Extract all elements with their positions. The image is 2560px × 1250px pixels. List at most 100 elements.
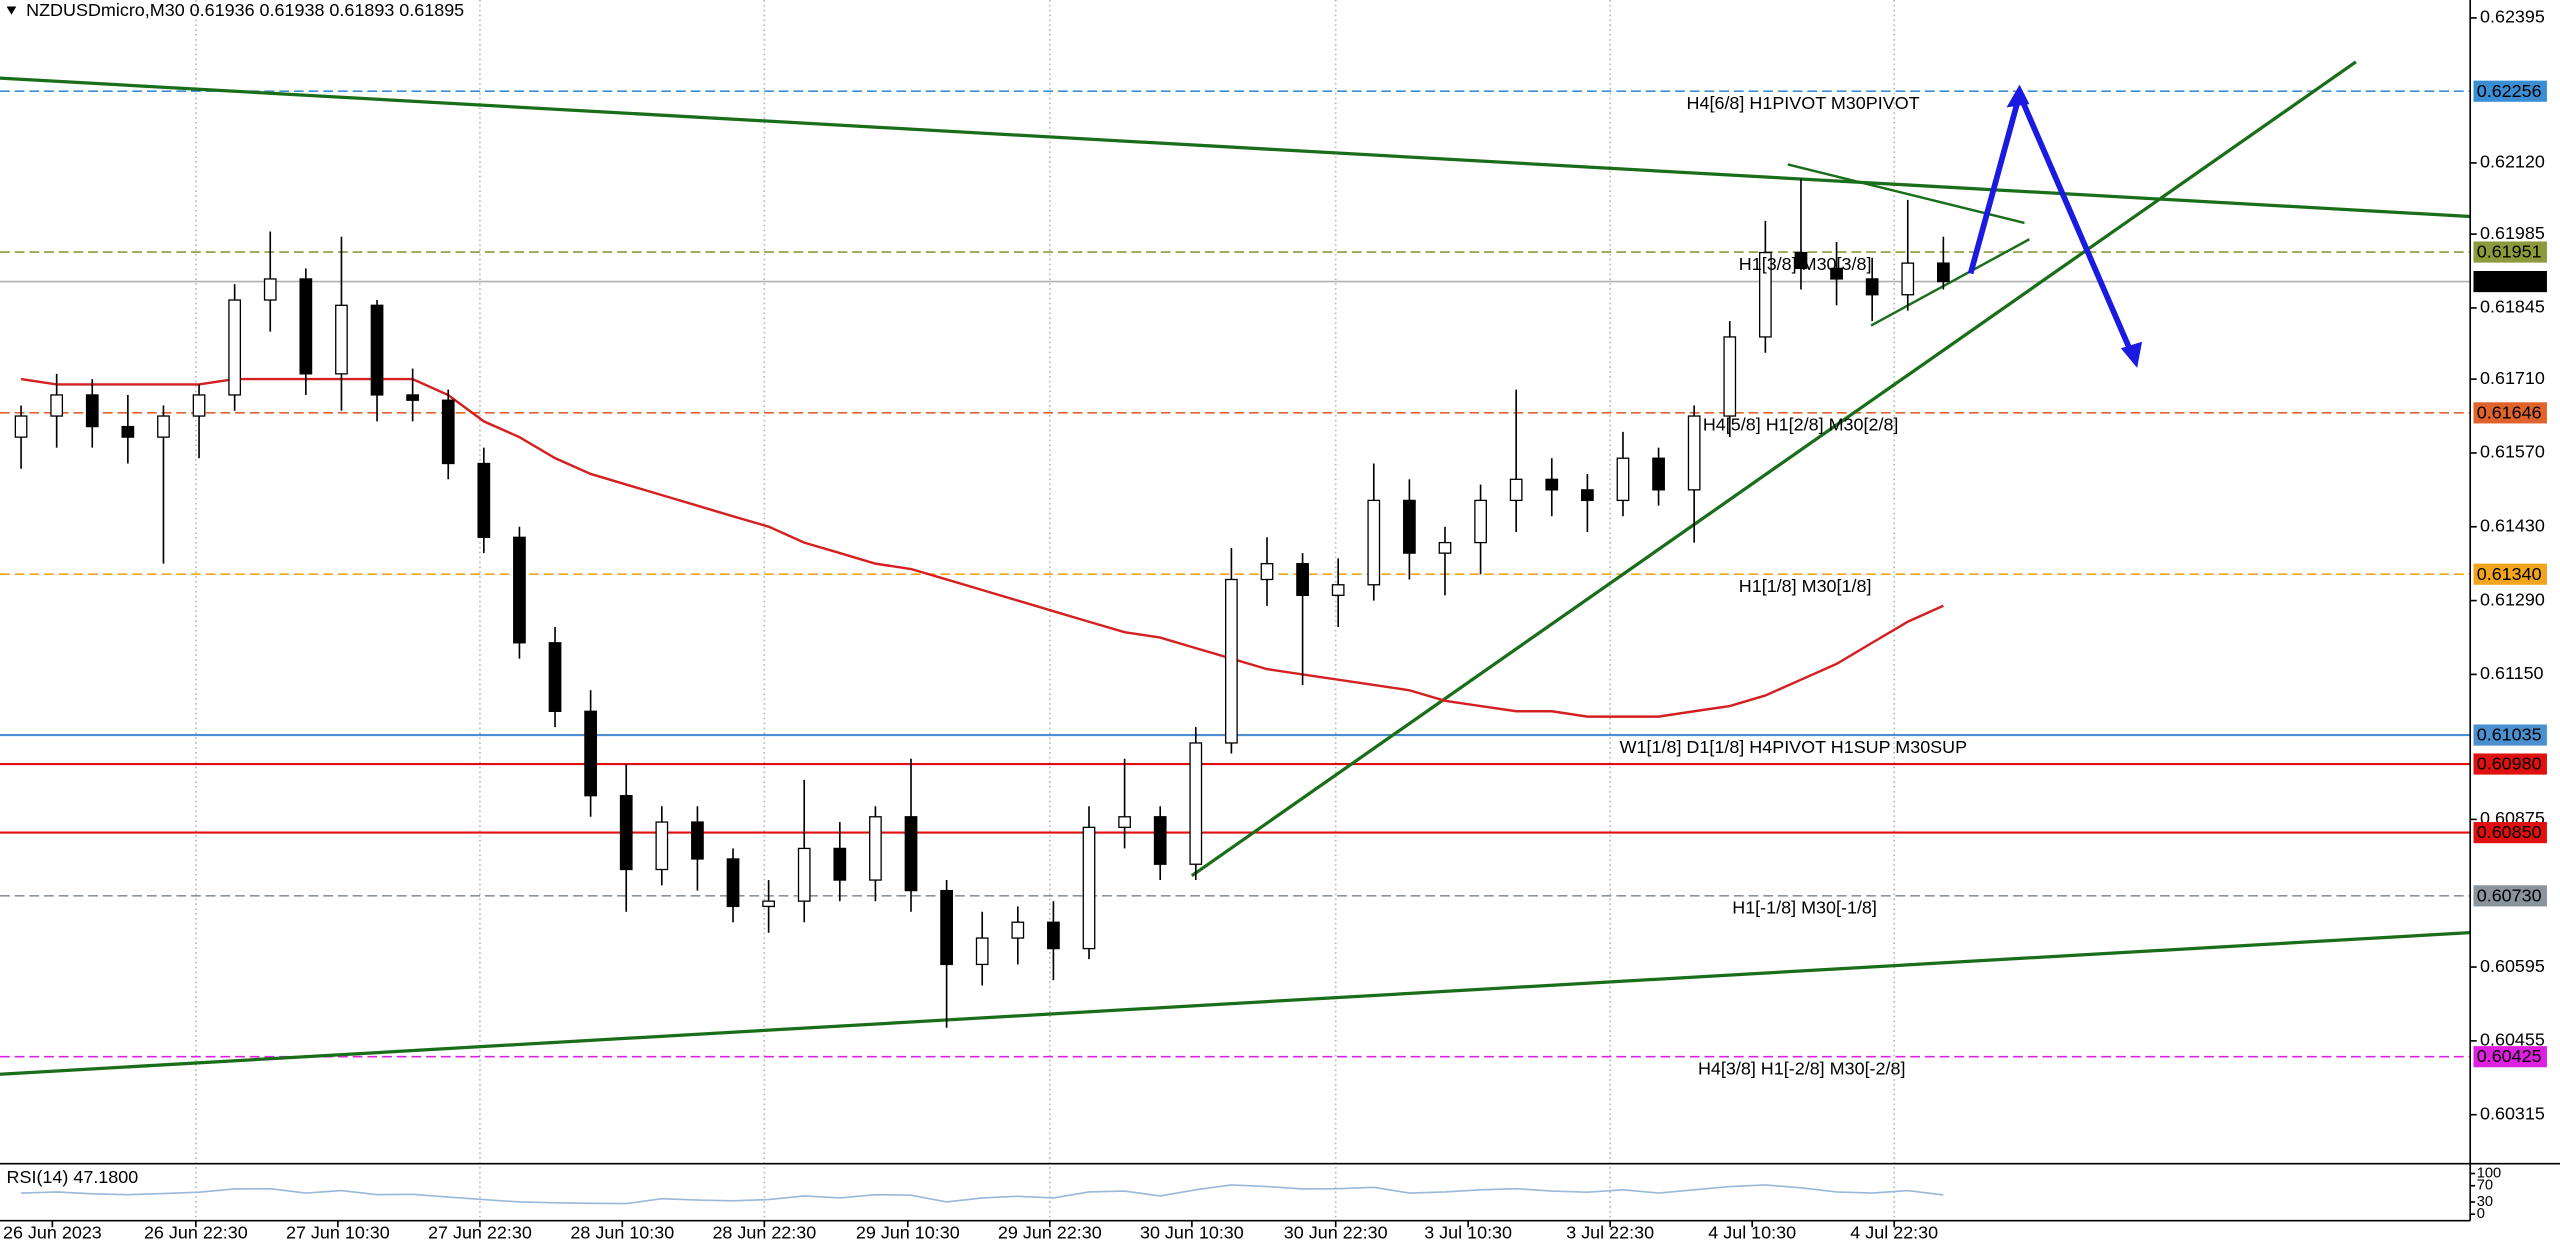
x-tick-label: 29 Jun 22:30 xyxy=(998,1222,1102,1242)
y-tick-label: 0.61430 xyxy=(2480,516,2545,536)
price-badge xyxy=(2473,753,2547,775)
x-tick-label: 3 Jul 10:30 xyxy=(1424,1222,1512,1242)
price-badge-label: 0.61895 xyxy=(2477,271,2542,291)
candle-body xyxy=(726,858,740,908)
trend-line xyxy=(1190,60,2357,877)
level-label: W1[1/8] D1[1/8] H4PIVOT H1SUP M30SUP xyxy=(1620,737,1968,757)
price-badge-label: 0.60850 xyxy=(2477,822,2542,842)
candle-body xyxy=(1331,584,1345,596)
candle-body xyxy=(1367,499,1381,586)
level-label: H4[6/8] H1PIVOT M30PIVOT xyxy=(1687,93,1920,113)
y-tick-label: 0.62395 xyxy=(2480,7,2545,27)
axes: 26 Jun 2023 26 Jun 22:30 27 Jun 10:30 27 Ju… xyxy=(3,7,2545,1243)
candle-body xyxy=(1189,742,1203,865)
price-badge xyxy=(2473,1046,2547,1068)
price-badge xyxy=(2473,270,2547,293)
y-tick-label: 0.60595 xyxy=(2480,956,2545,976)
price-badge-label: 0.62256 xyxy=(2477,81,2542,101)
price-badge-label: 0.61035 xyxy=(2477,725,2542,745)
y-tick-label: 0.61150 xyxy=(2480,663,2544,683)
candle-body xyxy=(370,304,384,396)
price-badge xyxy=(2473,822,2547,844)
price-badge-label: 0.60425 xyxy=(2477,1046,2542,1066)
x-tick-label: 29 Jun 10:30 xyxy=(856,1222,960,1242)
candle-body xyxy=(406,394,420,401)
candle-body xyxy=(762,900,775,908)
y-tick-label: 0.61290 xyxy=(2480,589,2545,609)
drawings xyxy=(0,60,2471,1076)
candle-body xyxy=(1438,541,1452,554)
candle-body xyxy=(1616,457,1630,502)
y-tick-label: 0.61985 xyxy=(2480,223,2545,243)
candle-body xyxy=(263,278,277,301)
candles xyxy=(14,178,1950,1205)
candle-body xyxy=(619,795,633,871)
candle-body xyxy=(940,889,953,966)
candle-body xyxy=(50,394,64,417)
x-tick-label: 28 Jun 22:30 xyxy=(712,1222,816,1242)
candle-body xyxy=(584,710,597,797)
level-label: H1[3/8] M30[3/8] xyxy=(1739,254,1872,274)
candle-body xyxy=(1296,563,1309,596)
price-badge xyxy=(2473,885,2547,907)
candle-body xyxy=(548,642,562,712)
candle-body xyxy=(1794,251,1808,270)
x-tick-label: 27 Jun 10:30 xyxy=(286,1222,390,1242)
x-tick-label: 30 Jun 10:30 xyxy=(1140,1222,1244,1242)
candle-body xyxy=(1474,499,1487,544)
candle-body xyxy=(121,425,135,438)
price-badge-label: 0.60980 xyxy=(2477,754,2542,774)
level-label: H1[-1/8] M30[-1/8] xyxy=(1732,898,1877,918)
level-label: H4[5/8] H1[2/8] M30[2/8] xyxy=(1703,415,1899,435)
price-badge-label: 0.61340 xyxy=(2477,564,2542,584)
x-tick-label: 28 Jun 10:30 xyxy=(570,1222,674,1242)
candle-body xyxy=(1901,262,1915,296)
price-badge xyxy=(2473,402,2547,424)
rsi-tick-label: 0 xyxy=(2477,1206,2485,1222)
x-tick-label: 3 Jul 22:30 xyxy=(1566,1222,1654,1242)
price-badge xyxy=(2473,80,2547,102)
candle-body xyxy=(1403,499,1416,554)
trend-line xyxy=(0,76,2471,219)
candle-body xyxy=(1865,278,1879,296)
y-tick-label: 0.61845 xyxy=(2480,297,2545,317)
candle-body xyxy=(1830,267,1843,280)
x-tick-label: 26 Jun 22:30 xyxy=(144,1222,248,1242)
y-tick-label: 0.61710 xyxy=(2480,368,2545,388)
candle-body xyxy=(1687,415,1701,491)
candle-body xyxy=(904,816,918,892)
price-scale xyxy=(2470,0,2560,1250)
candle-body xyxy=(1082,826,1096,950)
candle-body xyxy=(797,847,811,902)
y-tick-label: 0.62120 xyxy=(2480,152,2545,172)
level-labels: H4[6/8] H1PIVOT M30PIVOT H1[3/8] M30[3/8]… xyxy=(1620,93,1968,1078)
menu-icon xyxy=(6,6,17,15)
arrow-head xyxy=(2006,84,2030,108)
chart-title: NZDUSDmicro,M30 0.61936 0.61938 0.61893 … xyxy=(26,0,464,20)
price-badge xyxy=(2473,241,2547,263)
candle-body xyxy=(691,821,704,860)
candle-body xyxy=(513,536,526,644)
price-badge-label: 0.61646 xyxy=(2477,402,2542,422)
rsi-tick-label: 100 xyxy=(2477,1165,2502,1181)
x-tick-label: 26 Jun 2023 xyxy=(3,1222,102,1242)
rsi-title: RSI(14) 47.1800 xyxy=(7,1167,139,1187)
candle-body xyxy=(299,278,313,375)
level-label: H4[3/8] H1[-2/8] M30[-2/8] xyxy=(1698,1058,1906,1078)
candle-body xyxy=(1011,921,1025,939)
candle-body xyxy=(975,937,989,966)
candle-body xyxy=(1723,336,1737,417)
y-tick-label: 0.60315 xyxy=(2480,1103,2545,1123)
price-badge xyxy=(2473,724,2547,746)
candle-body xyxy=(1652,457,1665,491)
candle-body xyxy=(157,415,170,438)
x-tick-label: 27 Jun 22:30 xyxy=(428,1222,532,1242)
rsi-tick-label: 70 xyxy=(2477,1178,2493,1194)
candle-body xyxy=(1047,921,1060,950)
price-badge-label: 0.60730 xyxy=(2477,885,2542,905)
candle-body xyxy=(335,304,348,375)
x-tick-label: 4 Jul 10:30 xyxy=(1708,1222,1796,1242)
y-tick-label: 0.61570 xyxy=(2480,442,2545,462)
